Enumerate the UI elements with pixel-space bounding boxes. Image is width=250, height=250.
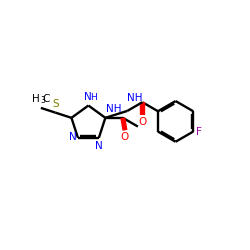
Text: S: S (52, 100, 59, 110)
Text: O: O (121, 132, 129, 142)
Text: NH: NH (106, 104, 122, 114)
Text: O: O (138, 117, 146, 127)
Text: NH: NH (128, 93, 143, 103)
Text: 3: 3 (41, 96, 46, 106)
Text: N: N (84, 92, 91, 102)
Text: H: H (32, 94, 40, 104)
Text: F: F (196, 126, 202, 136)
Text: H: H (90, 94, 97, 102)
Text: N: N (69, 132, 77, 142)
Text: N: N (96, 141, 103, 151)
Text: C: C (42, 94, 50, 104)
